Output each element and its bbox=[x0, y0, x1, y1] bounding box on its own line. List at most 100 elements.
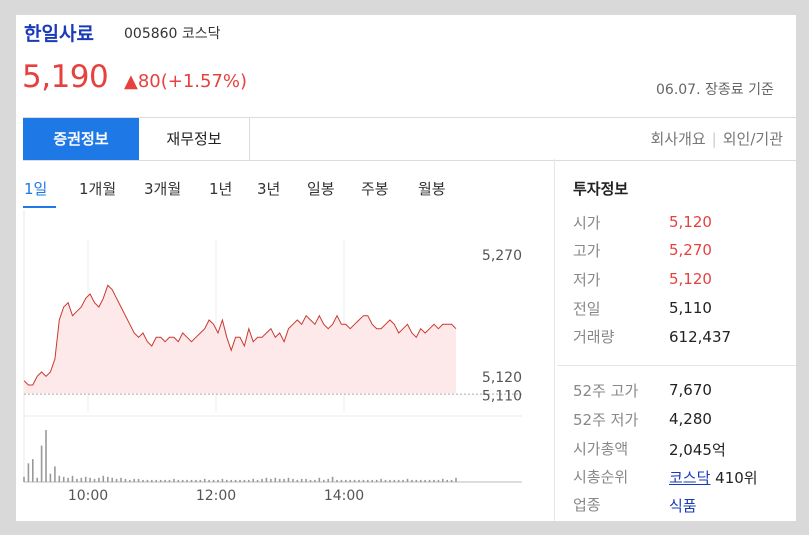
link-company-overview[interactable]: 회사개요 bbox=[650, 130, 706, 148]
y-tick-labels: 5,270 5,120 5,110 bbox=[482, 248, 522, 405]
volume-bar bbox=[89, 477, 91, 482]
volume-bar bbox=[239, 479, 241, 482]
volume-bar bbox=[115, 478, 118, 482]
volume-bar bbox=[248, 479, 250, 482]
volume-bar bbox=[349, 479, 351, 482]
volume-bar bbox=[411, 479, 413, 482]
volume-bar bbox=[71, 475, 74, 482]
panel-divider bbox=[554, 159, 555, 521]
volume-bar bbox=[151, 479, 153, 482]
volume-bar bbox=[23, 476, 25, 482]
label-volume: 거래량 bbox=[573, 328, 615, 346]
volume-bar bbox=[367, 479, 369, 482]
period-3m[interactable]: 3개월 bbox=[144, 180, 182, 198]
volume-bar bbox=[32, 459, 34, 482]
volume-bar bbox=[433, 479, 435, 482]
volume-bar bbox=[190, 479, 193, 482]
volume-bar bbox=[137, 478, 140, 482]
volume-bar bbox=[345, 479, 347, 482]
link-foreign-institution[interactable]: 외인/기관 bbox=[722, 130, 783, 148]
price-basis: 06.07. 장종료 기준 bbox=[656, 82, 774, 98]
price-line bbox=[23, 284, 457, 386]
volume-bar bbox=[274, 477, 277, 482]
volume-bar bbox=[375, 479, 378, 482]
volume-bar bbox=[195, 479, 197, 482]
volume-bar bbox=[58, 475, 61, 482]
label-prev-close: 전일 bbox=[573, 300, 601, 318]
label-high: 고가 bbox=[573, 242, 601, 260]
label-52w-high: 52주 고가 bbox=[573, 382, 639, 400]
volume-bar bbox=[186, 479, 188, 482]
value-prev-close: 5,110 bbox=[669, 299, 712, 317]
x-tick-label: 14:00 bbox=[324, 488, 364, 500]
volume-bar bbox=[327, 478, 329, 482]
volume-bar bbox=[40, 445, 43, 482]
value-high: 5,270 bbox=[669, 241, 712, 259]
period-weekly[interactable]: 주봉 bbox=[361, 180, 389, 198]
tab-securities[interactable]: 증권정보 bbox=[23, 118, 139, 160]
label-52w-low: 52주 저가 bbox=[573, 411, 639, 429]
rank-suffix: 410위 bbox=[710, 469, 758, 487]
period-3y[interactable]: 3년 bbox=[257, 180, 281, 198]
volume-bar bbox=[292, 478, 294, 482]
period-monthly[interactable]: 월봉 bbox=[418, 180, 446, 198]
volume-bar bbox=[243, 479, 246, 482]
label-sector: 업종 bbox=[573, 496, 601, 514]
volume-bar bbox=[62, 476, 65, 482]
volume-bar bbox=[419, 479, 422, 482]
volume-bar bbox=[455, 477, 457, 482]
value-market-cap-rank: 코스닥 410위 bbox=[669, 467, 758, 488]
volume-bar bbox=[107, 476, 109, 482]
volume-bar bbox=[336, 479, 338, 482]
volume-bar bbox=[36, 477, 38, 482]
price-area bbox=[24, 285, 456, 394]
volume-bar bbox=[437, 479, 440, 482]
volume-bar bbox=[226, 479, 228, 482]
volume-bar bbox=[384, 479, 387, 482]
stock-widget: 한일사료 005860 코스닥 5,190 ▲80(+1.57%) 06.07.… bbox=[16, 15, 796, 521]
volume-bar bbox=[331, 476, 334, 482]
volume-bar bbox=[84, 476, 87, 482]
period-1y[interactable]: 1년 bbox=[209, 180, 233, 198]
label-low: 저가 bbox=[573, 271, 601, 289]
volume-bar bbox=[76, 478, 78, 482]
volume-bar bbox=[203, 478, 206, 482]
volume-bar bbox=[428, 479, 431, 482]
x-tick-label: 10:00 bbox=[68, 488, 108, 500]
volume-bar bbox=[450, 479, 453, 482]
volume-bar bbox=[393, 479, 396, 482]
value-sector[interactable]: 식품 bbox=[669, 497, 697, 515]
volume-bar bbox=[353, 479, 356, 482]
info-tabs: 증권정보 재무정보 회사개요 | 외인/기관 bbox=[23, 117, 796, 161]
market-link[interactable]: 코스닥 bbox=[669, 469, 711, 487]
tab-links: 회사개요 | 외인/기관 bbox=[650, 118, 783, 160]
price-change: ▲80(+1.57%) bbox=[124, 71, 248, 92]
volume-bar bbox=[155, 479, 157, 482]
label-market-cap-rank: 시총순위 bbox=[573, 468, 629, 486]
volume-bar bbox=[98, 477, 100, 482]
stock-name[interactable]: 한일사료 bbox=[24, 23, 94, 45]
investment-info-title: 투자정보 bbox=[573, 180, 629, 198]
period-1d[interactable]: 1일 bbox=[24, 180, 48, 198]
volume-bar bbox=[318, 477, 321, 482]
volume-bar bbox=[424, 479, 426, 482]
tab-financial[interactable]: 재무정보 bbox=[139, 118, 250, 160]
volume-bar bbox=[314, 479, 316, 482]
volume-bar bbox=[164, 479, 166, 482]
period-1m[interactable]: 1개월 bbox=[79, 180, 117, 198]
label-market-cap: 시가총액 bbox=[573, 440, 629, 458]
value-volume: 612,437 bbox=[669, 328, 732, 346]
volume-bar bbox=[199, 479, 202, 482]
y-tick-label: 5,110 bbox=[482, 389, 522, 405]
stock-code-market: 005860 코스닥 bbox=[124, 26, 221, 42]
volume-bar bbox=[380, 478, 382, 482]
value-open: 5,120 bbox=[669, 213, 712, 231]
volume-bar bbox=[45, 430, 47, 482]
volume-bar bbox=[446, 479, 448, 482]
volume-bar bbox=[340, 479, 343, 482]
volume-bar bbox=[442, 478, 444, 482]
volume-bar bbox=[256, 479, 259, 482]
period-daily[interactable]: 일봉 bbox=[307, 180, 335, 198]
volume-bar bbox=[146, 479, 149, 482]
volume-bar bbox=[323, 479, 325, 482]
